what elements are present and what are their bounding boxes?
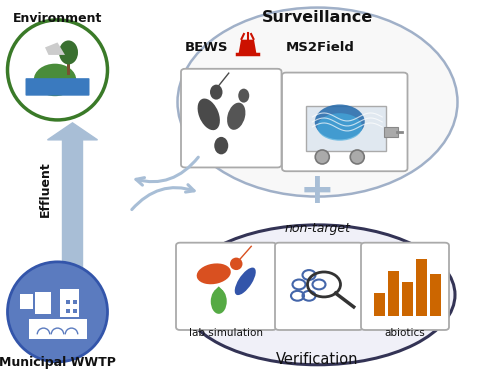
- Ellipse shape: [59, 40, 78, 64]
- Bar: [66, 301, 70, 304]
- FancyArrowPatch shape: [132, 185, 194, 209]
- Text: non-target: non-target: [284, 222, 350, 235]
- Ellipse shape: [230, 257, 242, 270]
- FancyBboxPatch shape: [181, 69, 282, 167]
- Bar: [20, 294, 32, 309]
- Ellipse shape: [315, 104, 365, 139]
- Bar: [402, 282, 413, 316]
- Ellipse shape: [316, 150, 329, 164]
- Bar: [72, 301, 76, 304]
- Bar: [430, 274, 441, 316]
- Text: +: +: [300, 170, 335, 212]
- Polygon shape: [214, 287, 224, 291]
- FancyBboxPatch shape: [306, 106, 386, 150]
- Ellipse shape: [350, 150, 364, 164]
- Ellipse shape: [198, 99, 220, 130]
- Text: lab simulation: lab simulation: [189, 328, 263, 338]
- Text: BEWS: BEWS: [184, 41, 228, 54]
- Ellipse shape: [318, 113, 362, 141]
- Polygon shape: [45, 42, 65, 55]
- Ellipse shape: [211, 289, 227, 314]
- Ellipse shape: [8, 262, 108, 362]
- Text: Effluent: Effluent: [38, 161, 52, 217]
- Ellipse shape: [238, 88, 250, 102]
- Text: Municipal WWTP: Municipal WWTP: [0, 356, 116, 369]
- Text: MS2Field: MS2Field: [286, 41, 354, 54]
- Polygon shape: [238, 40, 256, 54]
- Bar: [72, 309, 76, 313]
- Text: abiotics: abiotics: [384, 328, 426, 338]
- Text: Verification: Verification: [276, 352, 359, 367]
- FancyBboxPatch shape: [275, 243, 363, 330]
- FancyArrow shape: [48, 123, 98, 270]
- FancyBboxPatch shape: [282, 73, 408, 171]
- Ellipse shape: [180, 225, 455, 365]
- Bar: [66, 62, 70, 75]
- Ellipse shape: [210, 85, 222, 100]
- Ellipse shape: [8, 20, 108, 120]
- FancyBboxPatch shape: [361, 243, 449, 330]
- Ellipse shape: [214, 137, 228, 154]
- Ellipse shape: [227, 103, 246, 130]
- Bar: [388, 271, 399, 316]
- Bar: [35, 292, 51, 314]
- FancyBboxPatch shape: [26, 78, 90, 96]
- FancyBboxPatch shape: [384, 127, 398, 137]
- Text: Surveillance: Surveillance: [262, 9, 373, 25]
- FancyBboxPatch shape: [28, 319, 86, 339]
- FancyBboxPatch shape: [176, 243, 276, 330]
- Bar: [416, 259, 427, 316]
- Ellipse shape: [196, 263, 231, 284]
- Bar: [60, 289, 79, 317]
- Bar: [66, 309, 70, 313]
- Ellipse shape: [34, 64, 76, 96]
- Text: Environment: Environment: [13, 12, 102, 25]
- FancyArrowPatch shape: [136, 157, 198, 185]
- Ellipse shape: [234, 268, 256, 295]
- Bar: [374, 293, 385, 316]
- Ellipse shape: [178, 8, 458, 197]
